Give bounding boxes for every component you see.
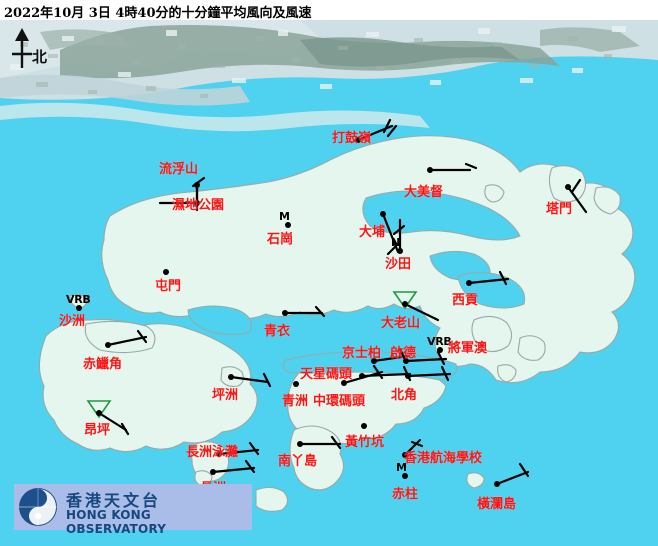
station-dot[interactable] [285,222,291,228]
wind-barb-sai-kung [467,270,510,286]
station-dot[interactable] [216,451,222,457]
station-label[interactable]: 長洲泳灘 [186,445,239,460]
pennant-icon [392,291,418,310]
hko-logo-english: HONG KONG OBSERVATORY [66,508,167,536]
station-label[interactable]: 流浮山 [159,162,199,177]
station-label[interactable]: 南丫島 [278,454,318,469]
station-label[interactable]: 濕地公園 [172,198,225,213]
station-dot[interactable] [427,167,433,173]
station-label[interactable]: 橫瀾島 [477,497,517,512]
wind-barb-ta-kwu-ling [356,118,398,142]
station-dot[interactable] [228,374,234,380]
station-label[interactable]: 赤鱲角 [83,357,123,372]
station-label[interactable]: 石崗 [267,232,294,247]
station-dot[interactable] [402,301,408,307]
m-marker: M [279,210,290,223]
station-dot[interactable] [210,469,216,475]
station-label[interactable]: 坪洲 [212,388,239,403]
station-dot[interactable] [341,380,347,386]
station-dot[interactable] [402,473,408,479]
hko-logo-icon [19,488,57,526]
station-label[interactable]: 天星碼頭 [300,367,353,382]
wind-barb-tsing-yi [283,305,326,318]
wind-barb-kai-tak [404,350,448,366]
hko-logo-chinese: 香港天文台 [66,491,162,510]
wind-barbs [97,118,588,486]
station-label[interactable]: 青洲 [282,394,309,409]
hk-landmass [38,135,636,512]
station-dot[interactable] [355,137,361,143]
wind-barb-peng-chau [229,372,272,388]
station-label[interactable]: 打鼓嶺 [332,131,372,146]
station-dot[interactable] [397,248,403,254]
station-label[interactable]: 北角 [391,388,418,403]
station-dot[interactable] [466,280,472,286]
hko-logo: 香港天文台 HONG KONG OBSERVATORY [14,484,252,536]
page-title: 2022年10月 3日 4時40分的十分鐘平均風向及風速 [4,6,312,21]
station-dot[interactable] [403,358,409,364]
station-label[interactable]: 大老山 [381,316,421,331]
north-arrow-icon [12,28,32,68]
station-dot[interactable] [359,373,365,379]
station-label[interactable]: 大美督 [404,185,444,200]
wind-barb-tap-mun [566,178,588,214]
station-label[interactable]: 青衣 [264,324,291,339]
station-dot[interactable] [96,410,102,416]
station-dot[interactable] [371,358,377,364]
station-label[interactable]: 赤柱 [392,487,419,502]
map-graphics [0,20,658,546]
station-dot[interactable] [194,182,200,188]
station-label[interactable]: 塔門 [546,202,573,217]
pennant-icon [86,400,112,419]
wind-barb-waglan [495,462,530,486]
station-label[interactable]: 屯門 [155,279,182,294]
station-label[interactable]: 黃竹坑 [345,435,385,450]
station-dot[interactable] [293,381,299,387]
wind-barb-ngong-ping [97,411,130,436]
station-label[interactable]: 啟德 [390,346,417,361]
wind-barb-tates-cairn [403,302,440,322]
north-label: 北 [32,48,48,66]
station-label[interactable]: 沙洲 [59,314,86,329]
wind-barb-sha-tin [392,218,406,253]
station-dot[interactable] [494,481,500,487]
station-label[interactable]: 大埔 [359,225,386,240]
vrb-marker: VRB [66,293,91,306]
wind-barb-chek-lap-kok [106,329,148,347]
station-dot[interactable] [76,305,82,311]
station-dot[interactable] [282,310,288,316]
wind-barb-lamma-island [298,435,342,450]
station-dot[interactable] [361,423,367,429]
wind-barb-cheung-chau-beach [217,441,260,456]
station-label[interactable]: 昂坪 [84,423,111,438]
wind-barb-cheung-chau [211,459,256,474]
station-label[interactable]: 中環碼頭 [313,394,366,409]
station-dot[interactable] [380,211,386,217]
station-dot[interactable] [163,269,169,275]
station-label[interactable]: 京士柏 [342,346,382,361]
wind-barb-tai-mei-tuk [428,162,478,172]
wind-barb-north-point [406,365,452,382]
wind-barb-wetland-park [158,184,199,212]
station-dot[interactable] [405,373,411,379]
north-arrow: 北 [6,24,66,70]
station-dot[interactable] [105,342,111,348]
title-bar: 2022年10月 3日 4時40分的十分鐘平均風向及風速 [0,0,658,21]
map-canvas[interactable]: 打鼓嶺流浮山濕地公園 大美督塔門 M 石崗 大埔 N 沙田屯門西貢 VRB 沙洲 大老山青衣赤鱲角… [0,20,658,546]
satellite-imagery-band [0,20,658,132]
station-label[interactable]: 西貢 [452,293,479,308]
station-dot[interactable] [297,441,303,447]
station-dot[interactable] [437,347,443,353]
station-label[interactable]: 將軍澳 [448,341,488,356]
m-marker: N [391,236,401,249]
station-dot[interactable] [194,200,200,206]
vrb-marker: VRB [427,335,452,348]
m-marker: M [396,461,407,474]
station-dot[interactable] [565,184,571,190]
station-dot[interactable] [402,452,408,458]
station-label[interactable]: 香港航海學校 [404,451,483,466]
wind-barb-tai-po [381,212,400,256]
station-label[interactable]: 沙田 [385,257,412,272]
